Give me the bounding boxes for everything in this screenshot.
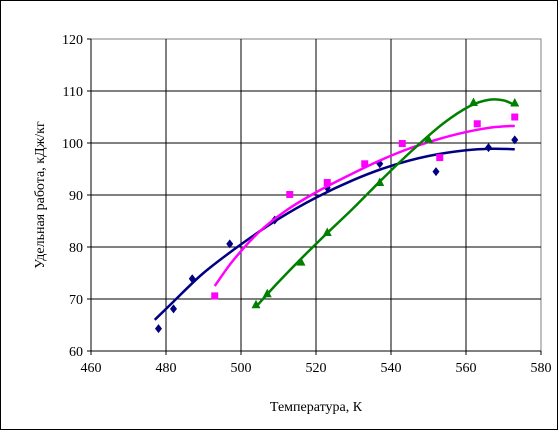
- x-tick-label: 580: [531, 361, 552, 376]
- y-tick-label: 70: [69, 293, 83, 308]
- trend-line-triangle: [255, 98, 516, 308]
- data-point-square: [473, 120, 481, 128]
- data-point-square: [323, 179, 331, 187]
- x-tick-label: 480: [156, 361, 177, 376]
- y-tick-label: 90: [69, 189, 83, 204]
- data-point-triangle: [322, 227, 332, 236]
- series-layer: [153, 97, 520, 334]
- data-point-square: [398, 140, 406, 148]
- data-point-diamond: [226, 239, 234, 249]
- data-point-triangle: [510, 97, 520, 107]
- x-tick-label: 460: [81, 361, 102, 376]
- data-point-diamond: [511, 135, 519, 145]
- data-point-diamond: [188, 274, 196, 284]
- data-point-square: [211, 292, 219, 300]
- series-triangle: [251, 97, 520, 309]
- data-point-triangle: [296, 257, 306, 266]
- data-point-square: [361, 160, 369, 168]
- trend-line-diamond: [153, 147, 515, 321]
- trend-line-square: [213, 124, 515, 287]
- y-tick-label: 100: [62, 137, 83, 152]
- series-square: [211, 113, 519, 300]
- y-gridlines: [87, 38, 541, 352]
- data-point-square: [436, 154, 444, 162]
- data-point-diamond: [155, 324, 162, 334]
- y-tick-labels: 60 70 80 90 100 110 120: [62, 33, 83, 360]
- x-tick-label: 520: [306, 361, 327, 376]
- x-tick-label: 560: [456, 361, 477, 376]
- data-point-triangle: [424, 134, 433, 143]
- y-axis-title: Удельная работа, кДж/кг: [33, 121, 48, 269]
- data-point-triangle: [262, 288, 272, 298]
- x-tick-label: 540: [381, 361, 402, 376]
- x-tick-label: 500: [231, 361, 252, 376]
- data-point-triangle: [469, 97, 478, 106]
- y-tick-label: 80: [69, 241, 83, 256]
- data-point-diamond: [485, 143, 492, 153]
- y-tick-label: 60: [69, 345, 83, 360]
- x-axis-title: Температура, К: [270, 400, 363, 415]
- y-tick-label: 120: [62, 33, 83, 48]
- data-point-diamond: [170, 304, 177, 314]
- data-point-triangle: [375, 177, 385, 187]
- y-tick-label: 110: [63, 85, 83, 100]
- data-point-triangle: [251, 299, 261, 309]
- x-tick-labels: 460 480 500 520 540 560 580: [81, 361, 552, 376]
- data-point-diamond: [432, 167, 440, 177]
- data-point-square: [286, 190, 294, 198]
- data-point-square: [511, 113, 519, 121]
